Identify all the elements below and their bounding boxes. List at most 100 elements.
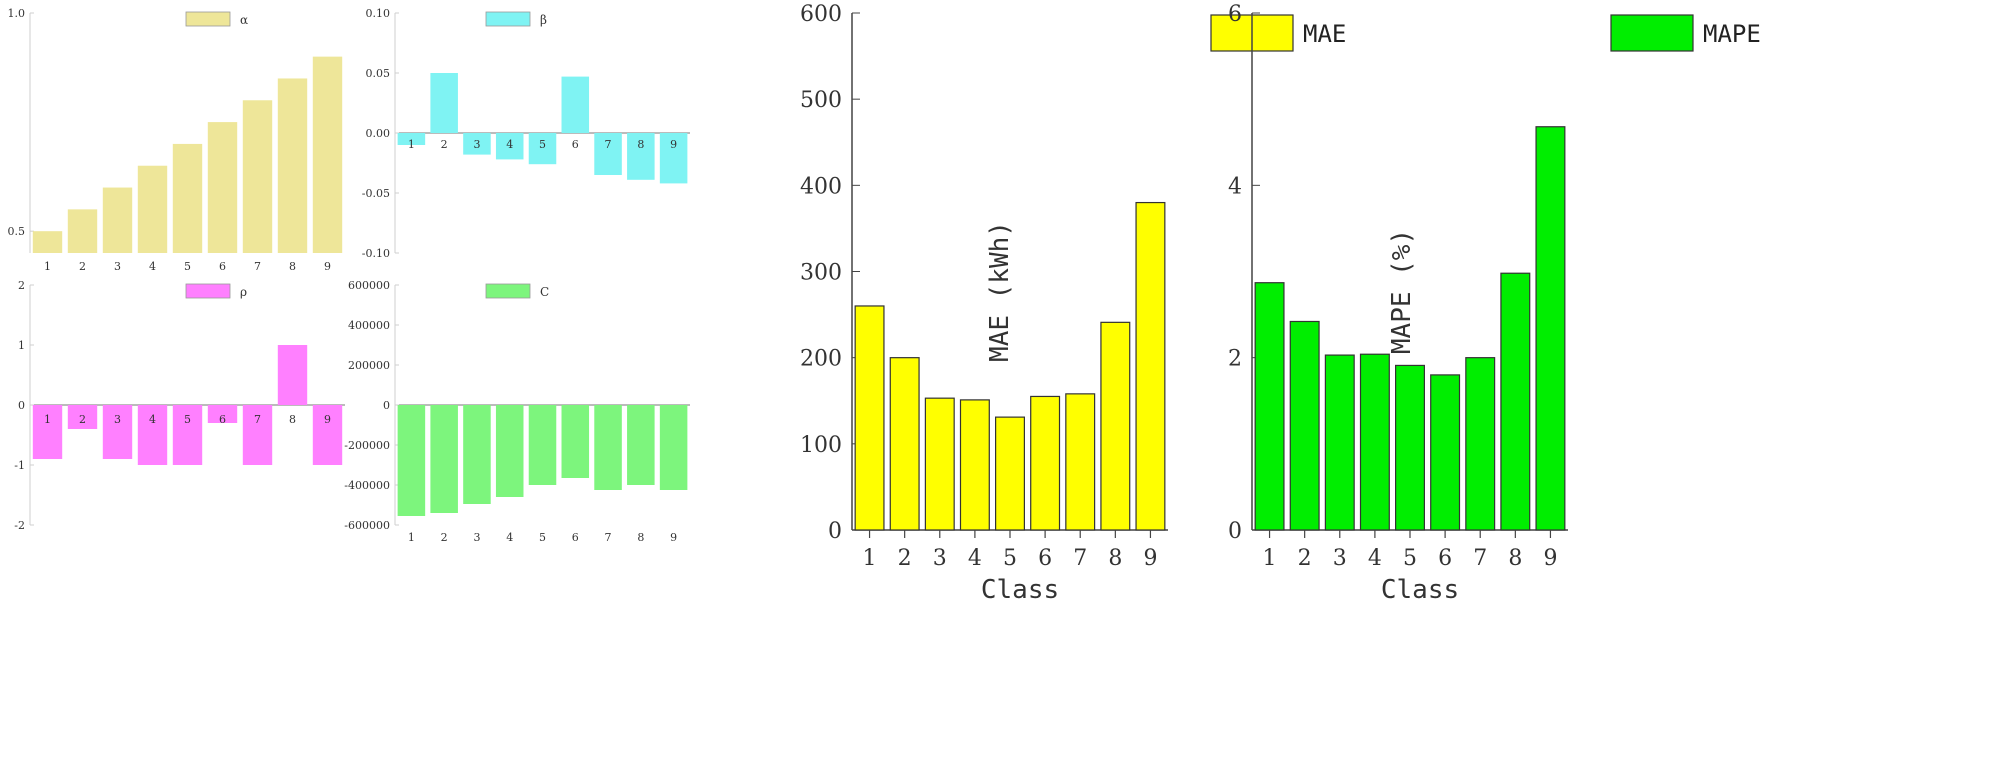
c-x-tick-label: 2 xyxy=(441,531,448,544)
beta-x-tick-label: 9 xyxy=(670,138,677,151)
c-x-tick-label: 5 xyxy=(539,531,546,544)
mape-bar-9 xyxy=(1535,126,1566,531)
c-y-tick-label: -200000 xyxy=(344,439,390,452)
c-legend-swatch xyxy=(485,283,531,299)
mae-bar-6 xyxy=(1030,395,1061,531)
alpha-bar-7 xyxy=(242,100,273,253)
c-y-tick-label: 600000 xyxy=(348,279,390,292)
beta-x-tick-label: 8 xyxy=(637,138,644,151)
rho-x-tick-label: 4 xyxy=(149,413,156,426)
mape-x-tick-label: 1 xyxy=(1263,546,1277,571)
c-x-tick-label: 1 xyxy=(408,531,415,544)
alpha-x-tick-label: 7 xyxy=(254,260,261,273)
alpha-y-tick-label: 0.5 xyxy=(8,225,26,238)
beta-bar-2 xyxy=(430,73,458,133)
rho-x-tick-label: 3 xyxy=(114,413,121,426)
beta-x-tick-label: 3 xyxy=(473,138,480,151)
beta-x-tick-label: 5 xyxy=(539,138,546,151)
mae-x-tick-label: 2 xyxy=(898,546,912,571)
c-y-tick-label: -400000 xyxy=(344,479,390,492)
beta-x-tick-label: 1 xyxy=(408,138,415,151)
rho-y-tick-label: -1 xyxy=(14,459,25,472)
c-y-tick-label: 200000 xyxy=(348,359,390,372)
rho-y-tick-label: 1 xyxy=(18,339,25,352)
mae-bar-8 xyxy=(1100,321,1131,531)
rho-x-tick-label: 8 xyxy=(289,413,296,426)
mape-y-tick-label: 2 xyxy=(1228,347,1242,372)
alpha-bar-3 xyxy=(102,187,133,253)
beta-x-tick-label: 6 xyxy=(572,138,579,151)
mae-bar-1 xyxy=(854,305,885,531)
rho-x-tick-label: 6 xyxy=(219,413,226,426)
mae-bar-4 xyxy=(959,399,990,531)
beta-bar-3 xyxy=(463,133,491,155)
beta-y-tick-label: 0.05 xyxy=(366,67,391,80)
rho-bar-4 xyxy=(137,405,168,465)
beta-x-tick-label: 2 xyxy=(441,138,448,151)
mape-bar-2 xyxy=(1289,320,1320,531)
mae-x-axis-title: Class xyxy=(981,575,1059,605)
alpha-x-tick-label: 5 xyxy=(184,260,191,273)
alpha-bar-5 xyxy=(172,143,203,253)
rho-legend-swatch xyxy=(185,283,231,299)
mae-bar-2 xyxy=(889,357,920,531)
mape-x-tick-label: 2 xyxy=(1298,546,1312,571)
chart-beta: -0.10 -0.05 0.00 0.05 0.10 1 2 3 4 5 6 7 8 9 β xyxy=(362,7,690,260)
mae-bar-3 xyxy=(924,397,955,531)
c-x-tick-label: 4 xyxy=(506,531,513,544)
mae-bar-9 xyxy=(1135,201,1166,531)
mape-y-axis-title: MAPE (%) xyxy=(1387,229,1417,354)
alpha-bar-1 xyxy=(32,231,63,253)
rho-y-tick-label: 0 xyxy=(18,399,25,412)
mae-x-tick-label: 9 xyxy=(1143,546,1157,571)
mae-y-tick-label: 500 xyxy=(800,88,842,113)
mae-x-tick-label: 5 xyxy=(1003,546,1017,571)
mape-x-tick-label: 3 xyxy=(1333,546,1347,571)
mape-y-tick-label: 0 xyxy=(1228,519,1242,544)
mape-bar-1 xyxy=(1254,282,1285,531)
mape-bar-4 xyxy=(1359,353,1390,531)
alpha-x-tick-label: 4 xyxy=(149,260,156,273)
alpha-bar-8 xyxy=(277,78,308,253)
alpha-x-tick-label: 8 xyxy=(289,260,296,273)
alpha-x-tick-label: 1 xyxy=(44,260,51,273)
rho-bar-1 xyxy=(32,405,63,459)
alpha-x-tick-label: 9 xyxy=(324,260,331,273)
beta-bar-8 xyxy=(627,133,655,180)
chart-rho: -2 -1 0 1 2 1 2 3 4 5 6 7 8 9 ρ xyxy=(14,279,345,532)
mape-y-tick-label: 6 xyxy=(1228,2,1242,27)
mae-x-tick-label: 8 xyxy=(1108,546,1122,571)
mae-y-tick-label: 300 xyxy=(800,261,842,286)
mape-bar-5 xyxy=(1395,364,1425,531)
c-x-tick-label: 3 xyxy=(473,531,480,544)
mape-x-tick-label: 9 xyxy=(1543,546,1557,571)
alpha-x-tick-label: 2 xyxy=(79,260,86,273)
beta-x-tick-label: 4 xyxy=(506,138,513,151)
mae-x-tick-label: 3 xyxy=(933,546,947,571)
beta-bar-1 xyxy=(397,133,426,145)
rho-y-tick-label: -2 xyxy=(14,519,25,532)
rho-x-tick-label: 9 xyxy=(324,413,331,426)
rho-bar-5 xyxy=(172,405,203,465)
alpha-x-tick-label: 3 xyxy=(114,260,121,273)
c-bar-5 xyxy=(528,405,557,485)
rho-bar-6 xyxy=(207,405,238,423)
beta-y-tick-label: 0.10 xyxy=(366,7,391,20)
c-bar-1 xyxy=(397,405,426,516)
mae-y-tick-label: 100 xyxy=(800,433,842,458)
mae-y-axis-title: MAE (kWh) xyxy=(985,221,1015,362)
c-x-tick-label: 7 xyxy=(605,531,612,544)
beta-bar-9 xyxy=(659,133,688,184)
beta-bar-5 xyxy=(528,133,557,165)
alpha-legend-label: α xyxy=(240,13,248,27)
c-x-tick-label: 9 xyxy=(670,531,677,544)
mape-x-tick-label: 4 xyxy=(1368,546,1382,571)
mae-y-tick-label: 0 xyxy=(828,519,842,544)
alpha-bar-4 xyxy=(137,165,168,253)
rho-bar-9 xyxy=(312,405,343,465)
rho-x-tick-label: 1 xyxy=(44,413,51,426)
mape-bar-3 xyxy=(1324,354,1355,531)
beta-y-tick-label: -0.05 xyxy=(362,187,390,200)
beta-y-tick-label: 0.00 xyxy=(366,127,391,140)
